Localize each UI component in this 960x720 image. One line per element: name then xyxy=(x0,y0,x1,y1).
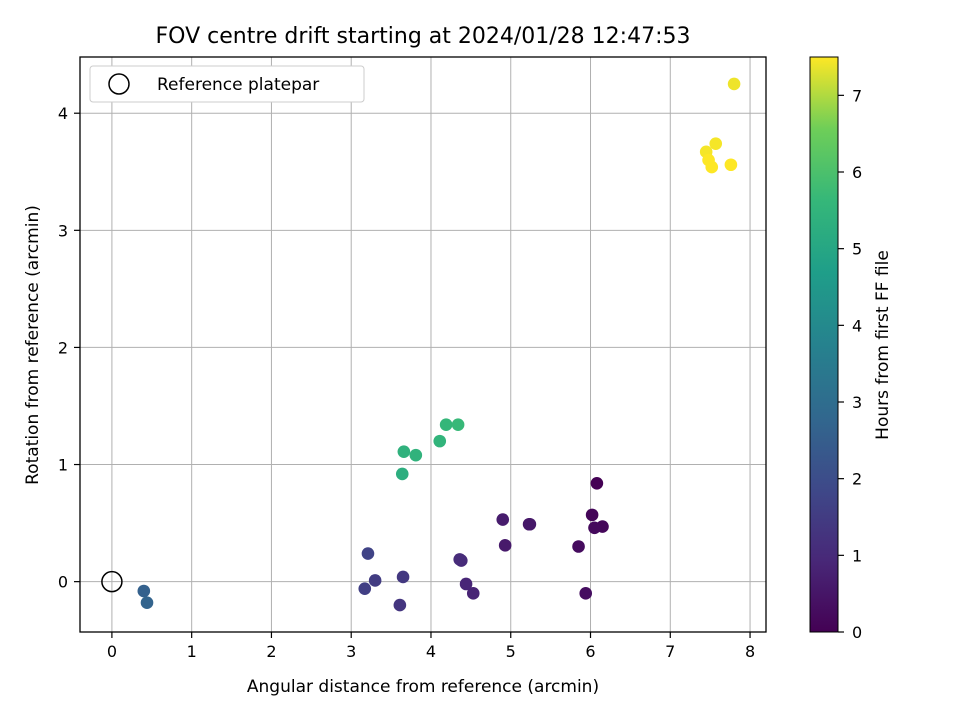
data-point xyxy=(451,418,465,432)
x-tick-label: 0 xyxy=(107,642,117,661)
data-point xyxy=(727,77,741,91)
y-axis-label: Rotation from reference (arcmin) xyxy=(23,205,43,485)
data-point xyxy=(588,521,601,535)
x-tick-label: 8 xyxy=(745,642,755,661)
colorbar-tick-label: 1 xyxy=(852,546,862,565)
data-point xyxy=(361,547,375,560)
colorbar-tick-label: 0 xyxy=(852,623,862,642)
legend-entry: Reference platepar xyxy=(157,75,319,95)
x-tick-label: 5 xyxy=(506,642,516,661)
x-tick-label: 4 xyxy=(426,642,436,661)
x-axis-label: Angular distance from reference (arcmin) xyxy=(247,677,599,697)
data-point xyxy=(137,584,151,598)
x-tick-label: 1 xyxy=(187,642,197,661)
data-point xyxy=(397,445,411,458)
x-tick-label: 3 xyxy=(346,642,356,661)
data-point xyxy=(585,508,599,522)
data-point xyxy=(368,574,382,587)
colorbar-tick-label: 5 xyxy=(852,240,862,259)
data-point xyxy=(459,577,473,591)
x-tick-label: 7 xyxy=(665,642,675,661)
legend-marker-icon xyxy=(108,73,130,95)
data-point xyxy=(453,553,466,566)
y-tick-label: 4 xyxy=(58,104,68,123)
y-tick-label: 0 xyxy=(58,573,68,592)
colorbar-tick-label: 3 xyxy=(852,393,862,412)
data-point xyxy=(523,517,537,531)
data-point xyxy=(395,467,409,481)
colorbar-label: Hours from first FF file xyxy=(873,250,893,440)
data-point xyxy=(572,540,585,553)
grid xyxy=(80,57,766,632)
data-points xyxy=(101,77,741,612)
data-point xyxy=(709,137,723,150)
x-tick-label: 6 xyxy=(585,642,595,661)
colorbar-tick-label: 7 xyxy=(852,86,862,105)
y-tick-label: 3 xyxy=(58,221,68,240)
y-tick-label: 1 xyxy=(58,456,68,475)
legend: Reference platepar xyxy=(89,65,365,103)
data-point xyxy=(590,476,604,490)
data-point xyxy=(705,160,719,174)
y-tick-label: 2 xyxy=(58,338,68,357)
colorbar-tick-label: 4 xyxy=(852,316,862,335)
colorbar-tick-label: 2 xyxy=(852,470,862,489)
data-point xyxy=(579,587,593,600)
data-point xyxy=(724,158,738,172)
data-point xyxy=(466,587,480,600)
data-point xyxy=(393,598,407,612)
colorbar-ticks: 0 1 2 3 4 5 6 7 xyxy=(838,86,862,642)
y-axis-ticks: 0 1 2 3 4 xyxy=(58,104,80,592)
data-point xyxy=(409,448,423,462)
legend-box xyxy=(89,65,365,103)
reference-platepar-marker xyxy=(101,570,123,593)
data-point xyxy=(439,418,453,432)
data-point xyxy=(358,582,372,595)
data-point xyxy=(496,513,510,526)
x-axis-ticks: 0 1 2 3 4 5 6 7 8 xyxy=(107,632,755,661)
colorbar xyxy=(809,56,839,633)
chart-title: FOV centre drift starting at 2024/01/28 … xyxy=(156,24,691,49)
colorbar-tick-label: 6 xyxy=(852,163,862,182)
data-point xyxy=(433,434,447,448)
data-point xyxy=(396,570,410,584)
x-tick-label: 2 xyxy=(266,642,276,661)
data-point xyxy=(140,596,154,610)
data-point xyxy=(498,539,512,552)
plot-frame xyxy=(79,56,767,633)
